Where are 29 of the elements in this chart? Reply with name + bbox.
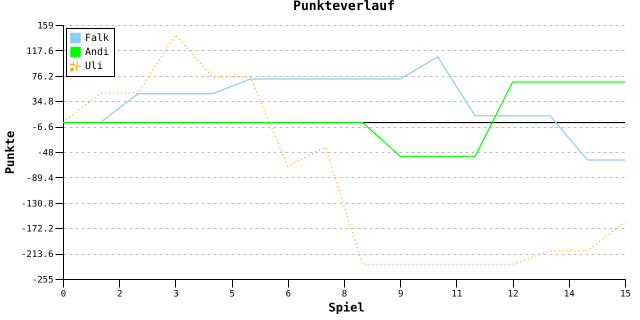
x-axis-title: Spiel: [328, 300, 365, 314]
y-tick-label: 117.6: [26, 46, 54, 57]
legend-label: Uli: [85, 61, 104, 72]
legend-label: Andi: [85, 47, 110, 58]
x-tick-label: 14: [564, 290, 575, 300]
y-tick-label: -48: [37, 148, 54, 158]
y-tick-label: -89.4: [26, 174, 54, 184]
x-tick-label: 9: [398, 290, 404, 300]
x-tick-label: 6: [286, 290, 292, 300]
x-tick-label: 8: [342, 290, 348, 300]
x-tick-label: 15: [620, 290, 631, 300]
y-tick-label: 76.2: [32, 72, 54, 82]
x-tick-label: 0: [60, 290, 66, 300]
legend-label: Falk: [85, 33, 110, 44]
x-tick-label: 3: [173, 290, 179, 300]
y-tick-label: 34.8: [32, 98, 54, 108]
y-tick-label: 159: [37, 22, 54, 32]
y-tick-label: -213.6: [20, 250, 54, 260]
line-series: [62, 34, 626, 265]
y-tick-label: -130.8: [20, 199, 54, 210]
x-tick-label: 5: [229, 290, 235, 300]
y-tick-label: -6.6: [32, 123, 54, 134]
y-tick-label: -172.2: [20, 224, 54, 235]
chart-title: Punkteverlauf: [293, 0, 395, 14]
y-axis-title: Punkte: [2, 130, 17, 174]
x-tick-label: 11: [451, 290, 462, 300]
x-tick-label: 12: [508, 290, 519, 300]
x-tick-label: 2: [116, 290, 122, 300]
y-tick-label: -255: [32, 276, 54, 286]
